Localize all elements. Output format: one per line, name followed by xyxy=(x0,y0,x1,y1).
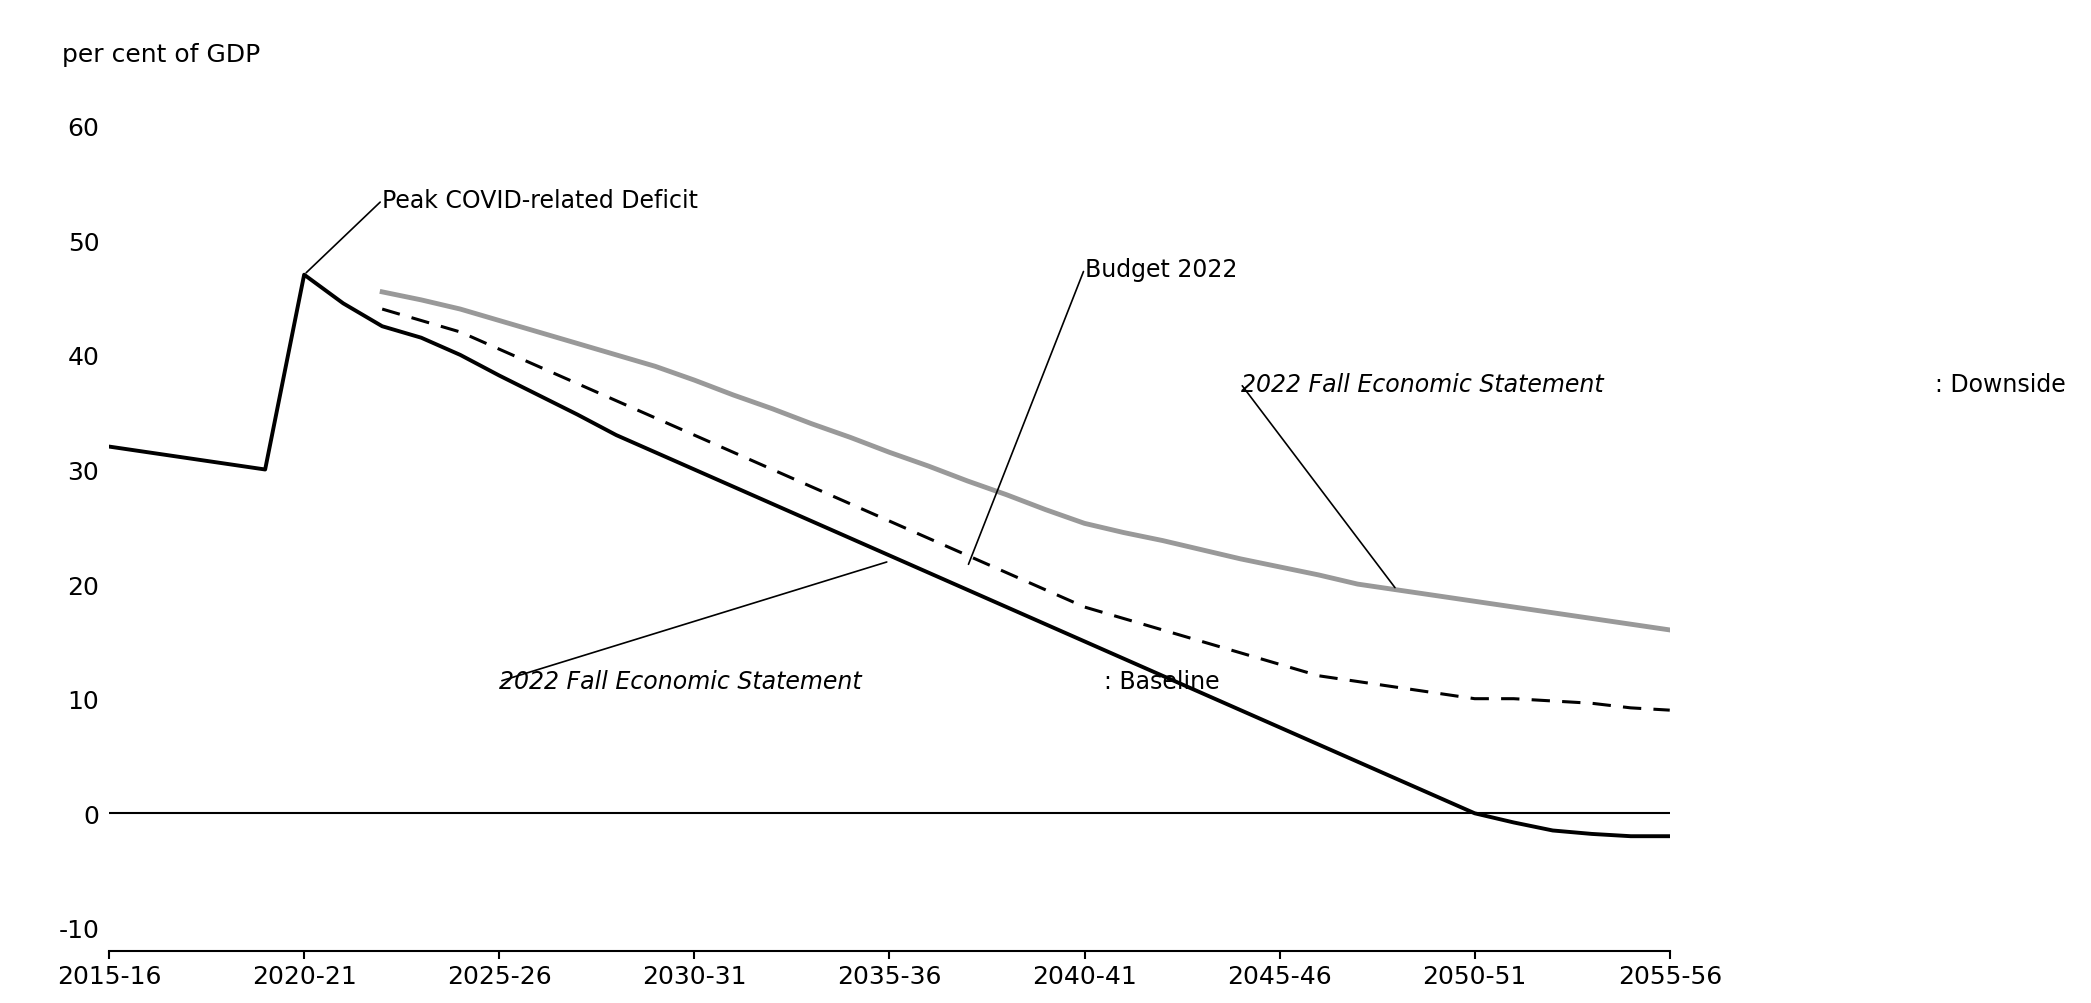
Text: Peak COVID-related Deficit: Peak COVID-related Deficit xyxy=(383,189,698,213)
Text: : Baseline: : Baseline xyxy=(1104,670,1219,694)
Text: per cent of GDP: per cent of GDP xyxy=(63,42,261,66)
Text: 2022 Fall Economic Statement: 2022 Fall Economic Statement xyxy=(1240,372,1604,396)
Text: Budget 2022: Budget 2022 xyxy=(1085,258,1238,282)
Text: 2022 Fall Economic Statement: 2022 Fall Economic Statement xyxy=(500,670,861,694)
Text: : Downside: : Downside xyxy=(1934,372,2066,396)
